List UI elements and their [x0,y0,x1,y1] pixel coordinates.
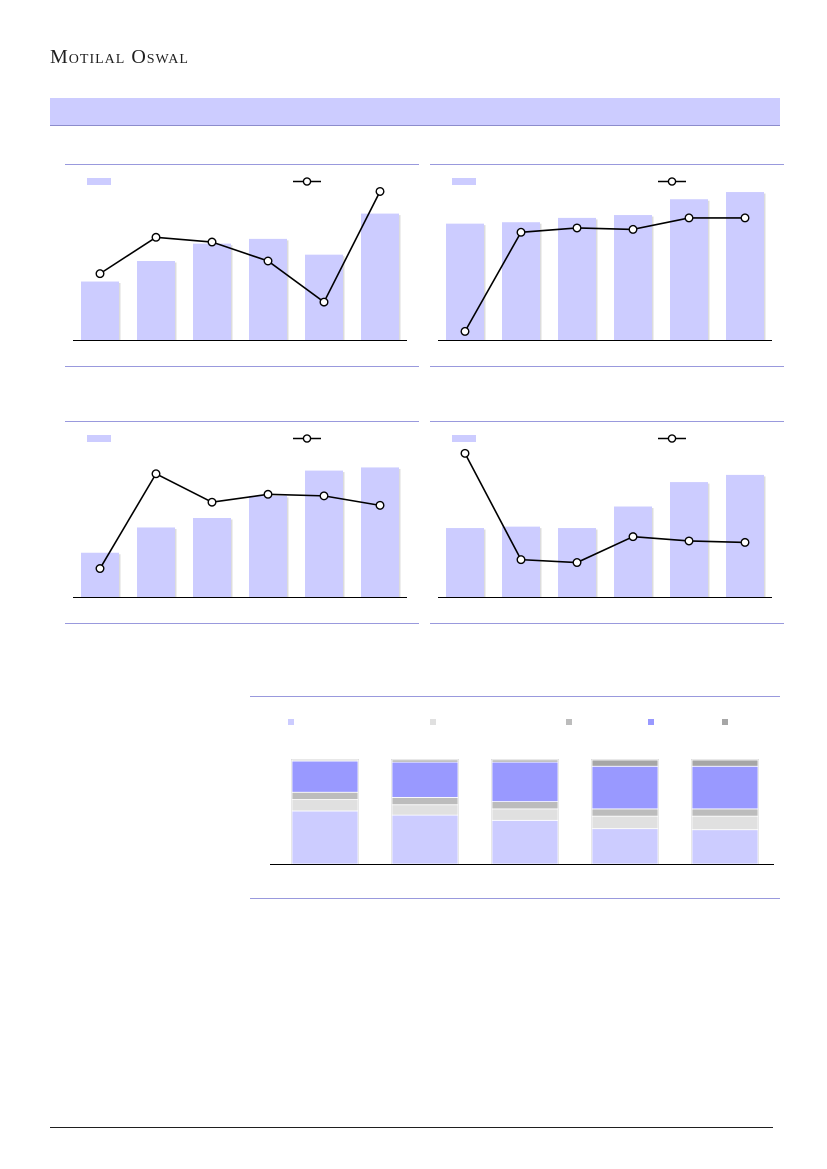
line-point [151,232,161,242]
bar [305,470,343,597]
chart-panel-2 [430,164,784,369]
stack-segment [291,799,359,812]
line-point [684,536,694,546]
bar [81,281,119,340]
line-point [207,497,217,507]
stack-segment [491,801,559,810]
stack-segment [691,815,759,831]
bar [726,474,764,597]
bar [305,254,343,340]
stack-segment [691,829,759,865]
stack-segment [591,759,659,767]
bar [81,552,119,597]
line-point [740,537,750,547]
chart-panel-4 [430,421,784,626]
stack-segment [591,808,659,817]
stack-segment [691,759,759,767]
bar [614,506,652,597]
section-header-band [50,98,780,126]
line-point [375,186,385,196]
stack-segment [591,815,659,830]
line-point [684,213,694,223]
combo-chart-1 [65,164,419,367]
bar [193,518,231,597]
bar [670,199,708,340]
stack-segment [291,791,359,800]
legend-swatch [722,719,728,725]
chart-panel-3 [65,421,419,626]
line-point [628,532,638,542]
line-point [95,269,105,279]
stack-segment [291,760,359,793]
company-logo: Motilal Oswal [50,46,189,68]
line-point [572,223,582,233]
line-point [207,237,217,247]
line-point [263,489,273,499]
stack-segment [291,759,359,762]
legend-swatch [566,719,572,725]
legend-bar-swatch [452,178,476,185]
stack-segment [491,819,559,865]
bar [137,527,175,597]
bar [193,243,231,340]
line-point [740,213,750,223]
bar [249,238,287,340]
chart-panel-1 [65,164,419,369]
combo-chart-4 [430,421,784,624]
stack-segment [391,761,459,798]
line-point [460,448,470,458]
legend-swatch [648,719,654,725]
line-point [375,500,385,510]
series-line [464,452,746,564]
legend-line-marker [302,434,312,443]
stacked-bar-chart [250,696,780,899]
stack-segment [591,765,659,810]
bar [361,467,399,597]
line-point [151,469,161,479]
stack-segment [391,804,459,816]
bar [137,261,175,340]
line-point [319,491,329,501]
line-point [95,564,105,574]
combo-chart-3 [65,421,419,624]
line-point [460,326,470,336]
line-point [572,558,582,568]
stack-segment [391,814,459,865]
series-line [464,217,745,332]
legend-line-marker [302,177,312,186]
stack-segment [391,797,459,806]
bar [558,217,596,340]
series-line [99,191,381,304]
bar [249,495,287,597]
stack-segment [591,828,659,865]
line-point [263,256,273,266]
legend-line-marker [667,177,677,186]
bar [361,213,399,340]
bar [446,223,484,340]
line-point [319,297,329,307]
legend-bar-swatch [452,435,476,442]
legend-swatch [430,719,436,725]
stack-segment [691,808,759,817]
stacked-chart-panel [250,696,780,900]
series-line [99,472,381,569]
line-point [516,227,526,237]
line-point [516,555,526,565]
stack-segment [491,808,559,821]
bar [614,215,652,340]
legend-swatch [288,719,294,725]
footer-rule [50,1127,773,1128]
stack-segment [491,761,559,803]
bar [446,528,484,597]
stack-segment [691,765,759,810]
stack-segment [391,759,459,763]
bar [502,222,540,340]
legend-line-marker [667,434,677,443]
line-point [628,224,638,234]
stack-segment [491,759,559,763]
legend-bar-swatch [87,435,111,442]
stack-segment [291,810,359,865]
combo-chart-2 [430,164,784,367]
legend-bar-swatch [87,178,111,185]
